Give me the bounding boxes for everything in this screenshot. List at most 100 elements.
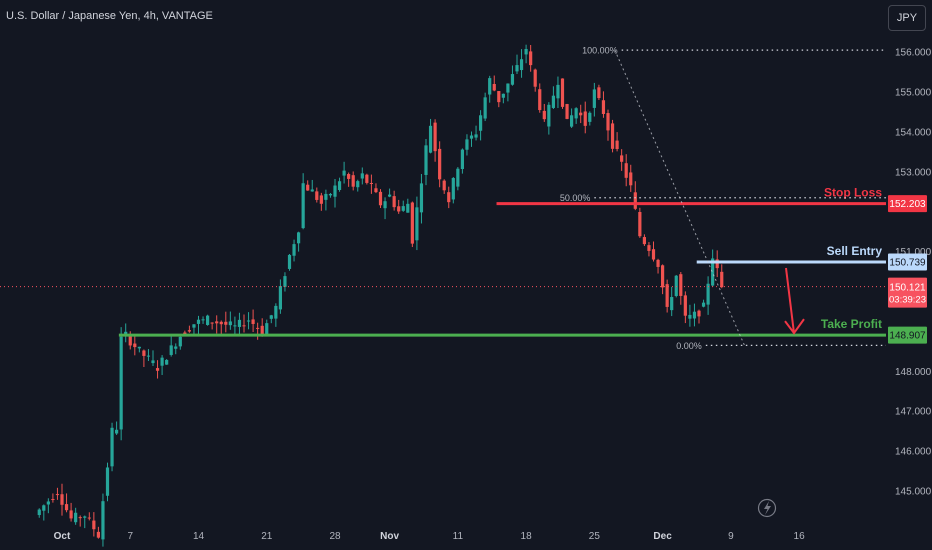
candle-body [428,125,433,153]
candle-body [547,104,551,127]
candle-body [406,203,410,213]
candle-body [442,180,446,191]
candle-body [174,346,178,349]
candle-body [151,360,155,364]
candle-body [679,274,683,296]
y-tick-label: 148.000 [895,367,932,378]
candle-body [64,504,69,511]
candle-body [110,427,114,467]
candle-body [638,212,642,237]
candle-body [219,321,223,325]
candle-body [542,110,546,120]
candle-body [224,321,228,325]
candle-body [360,173,364,179]
candle-body [328,193,333,196]
x-tick-label: 14 [193,531,205,542]
candle-body [228,321,232,326]
x-tick-label: 25 [589,531,601,542]
sell-arrow-head [784,318,805,335]
candle-body [674,275,678,297]
candle-body [287,254,292,269]
candle-body [96,531,100,538]
currency-button[interactable]: JPY [888,5,926,31]
candle-body [105,467,110,496]
x-tick-label: 11 [453,531,464,542]
candle-body [570,115,574,127]
candle-body [697,310,701,317]
candle-body [670,297,674,311]
candle-body [474,134,478,138]
current-price-tag [888,277,927,308]
candle-body [629,172,633,186]
candle-body [192,324,196,328]
candle-body [419,183,424,213]
candle-body [319,195,323,204]
candle-body [274,305,278,319]
candle-body [560,78,565,107]
candle-body [551,95,555,108]
candle-body [415,207,419,241]
candle-body [392,196,396,208]
y-tick-label: 154.000 [895,127,932,138]
candle-body [301,183,305,229]
candle-body [155,368,160,371]
candle-body [715,259,719,269]
candle-body [401,206,405,211]
fib-trend-line [614,49,745,346]
price-tag-bg [888,253,927,271]
candle-body [688,314,692,319]
x-tick-label: 21 [261,531,273,542]
candle-body [706,283,710,305]
candle-body [356,181,360,188]
countdown-label: 03:39:23 [889,295,926,306]
candle-body [479,115,483,131]
candle-body [465,139,469,150]
x-tick-label: Dec [653,531,672,542]
candle-body [83,516,87,518]
candle-body [78,517,82,519]
candle-body [620,155,624,162]
lightning-icon [757,498,777,518]
candle-body [206,315,210,325]
candle-body [642,237,646,245]
candle-body [692,311,697,319]
candle-body [37,509,41,516]
candle-body [196,319,201,324]
candle-body [529,51,533,66]
take-profit-annotation: Take Profit [821,317,882,331]
x-tick-label: Oct [54,531,71,542]
candle-body [210,322,214,324]
candles-layer [37,44,724,547]
candle-body [69,510,73,519]
candle-body [246,320,251,322]
candle-body [142,350,146,356]
y-tick-label: 145.000 [895,487,932,498]
candle-body [215,321,219,324]
candle-body [565,104,569,119]
candle-body [488,78,492,95]
y-tick-label: 147.000 [895,407,932,418]
chart-title: U.S. Dollar / Japanese Yen, 4h, VANTAGE [6,10,213,22]
candle-body [592,89,596,108]
candle-body [133,343,137,348]
candle-body [506,83,510,93]
candle-body [378,191,383,206]
candle-body [278,286,282,310]
candle-body [492,83,496,91]
candle-body [683,295,687,316]
candle-body [615,140,619,150]
candle-body [656,259,660,267]
candle-body [533,69,537,87]
y-axis: 145.000 146.000 147.000 148.000 151.000 153.0… [888,48,932,498]
candle-body [178,336,182,347]
levels-layer: Stop Loss Sell Entry Take Profit 100.00% 50.… [0,46,886,351]
candle-body [524,48,528,55]
y-tick-label: 155.000 [895,88,932,99]
candle-body [624,163,628,178]
candle-body [128,334,132,346]
y-tick-label: 146.000 [895,447,932,458]
y-tick-label: 156.000 [895,48,932,59]
candle-body [647,245,651,251]
candle-body [347,174,351,179]
